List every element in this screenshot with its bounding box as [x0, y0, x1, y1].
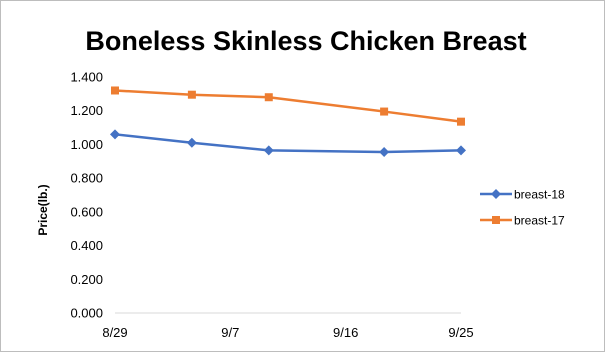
y-tick-label: 0.000: [70, 306, 103, 321]
y-tick-label: 0.800: [70, 171, 103, 186]
y-tick-label: 0.200: [70, 272, 103, 287]
legend-marker-breast-18: [491, 189, 501, 199]
legend-label: breast-18: [514, 188, 565, 202]
data-point-breast-17: [457, 117, 465, 126]
data-point-breast-18: [110, 129, 120, 140]
legend-label: breast-17: [514, 214, 565, 228]
x-tick-label: 9/25: [448, 325, 473, 340]
series-layer: [110, 86, 466, 158]
data-point-breast-18: [456, 145, 466, 156]
data-point-breast-18: [379, 147, 390, 158]
data-point-breast-17: [264, 93, 273, 102]
series-line-breast-17: [114, 89, 462, 123]
y-tick-label: 1.400: [70, 70, 103, 85]
data-point-breast-17: [380, 107, 389, 116]
data-point-breast-18: [263, 145, 274, 156]
data-point-breast-17: [187, 90, 196, 99]
data-point-breast-18: [186, 137, 197, 148]
legend-marker-breast-17: [492, 216, 500, 224]
y-tick-label: 1.200: [70, 103, 103, 118]
y-tick-label: 1.000: [70, 137, 103, 152]
x-tick-label: 9/16: [333, 325, 358, 340]
axes: 0.000 0.200 0.400 0.600 0.800 1.000 1.200 1.400…: [70, 70, 473, 341]
series-line-breast-18: [114, 133, 462, 154]
y-tick-label: 0.400: [70, 238, 103, 253]
y-axis-label: Price(lb.): [36, 184, 50, 235]
x-tick-label: 9/7: [221, 325, 239, 340]
x-tick-label: 8/29: [102, 325, 127, 340]
chart-title: Boneless Skinless Chicken Breast: [85, 26, 526, 56]
legend: breast-18 breast-17: [480, 188, 565, 228]
y-tick-label: 0.600: [70, 204, 103, 219]
data-point-breast-17: [111, 86, 119, 95]
